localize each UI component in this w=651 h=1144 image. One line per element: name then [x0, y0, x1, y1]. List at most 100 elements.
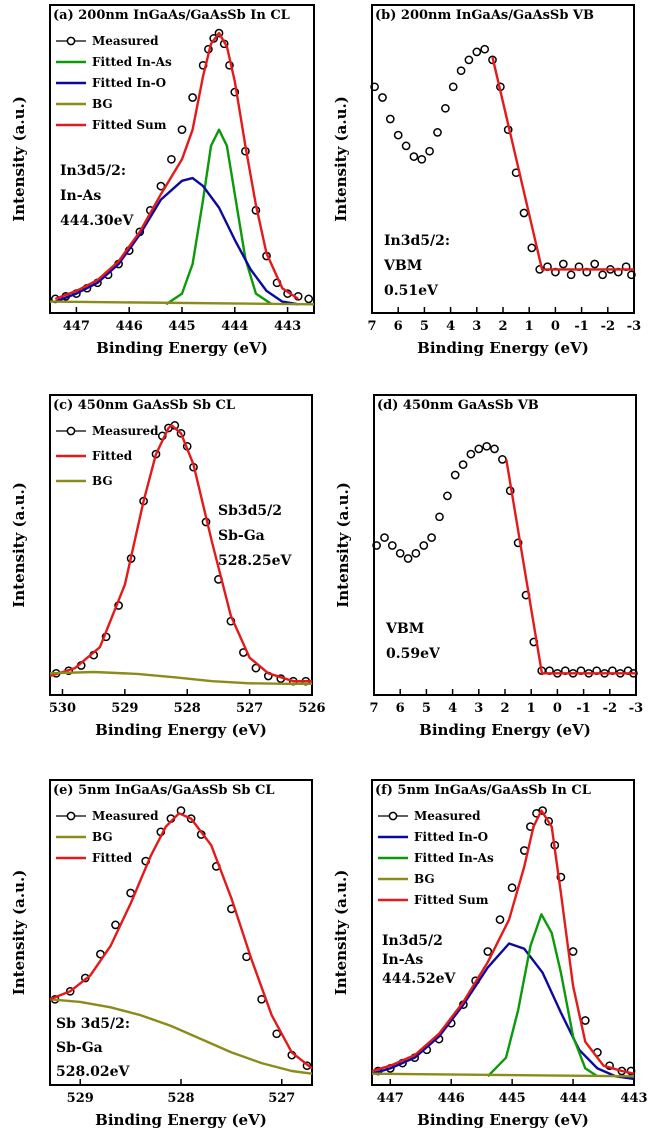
- data-point-0: [590, 259, 600, 269]
- x-tick-label: 0: [551, 319, 560, 334]
- annotation-line: In-As: [382, 952, 423, 968]
- data-point-0: [411, 548, 421, 558]
- data-point-0: [490, 444, 499, 454]
- data-point-0: [167, 154, 176, 164]
- data-point-0: [433, 128, 442, 137]
- y-axis-label: Intensity (a.u.): [332, 96, 350, 222]
- data-point-0: [385, 114, 395, 124]
- series-line-2: [49, 812, 313, 1070]
- x-tick-label: 444: [221, 319, 248, 334]
- data-point-0: [111, 920, 120, 930]
- x-tick-label: 1: [527, 701, 536, 716]
- legend-label: Measured: [92, 424, 159, 438]
- x-tick-label: 528: [167, 1091, 194, 1106]
- legend-label: BG: [92, 474, 113, 488]
- data-point-0: [435, 512, 444, 522]
- x-tick-label: 447: [377, 1091, 404, 1106]
- x-tick-label: 7: [369, 701, 378, 716]
- data-point-0: [566, 270, 576, 280]
- data-point-0: [466, 449, 476, 459]
- panel-title: (d) 450nm GaAsSb VB: [377, 398, 539, 413]
- annotation-line: Sb 3d5/2:: [56, 1016, 130, 1032]
- data-point-0: [456, 66, 466, 76]
- legend-label: BG: [92, 830, 113, 844]
- data-point-0: [272, 1029, 282, 1039]
- plot-frame: [373, 394, 637, 696]
- x-tick-label: 528: [174, 701, 201, 716]
- legend-label: Measured: [414, 809, 481, 823]
- legend-marker: [66, 811, 76, 821]
- data-point-0: [474, 444, 484, 454]
- panel-a: 447 446 445 444 443 Binding Energy (eV) Intens…: [10, 4, 315, 357]
- series-line-3: [371, 1072, 635, 1078]
- annotation-line: 528.25eV: [218, 553, 292, 569]
- x-tick-label: 0: [553, 701, 562, 716]
- annotation-line: 0.51eV: [384, 283, 439, 299]
- x-axis-label: Binding Energy (eV): [95, 721, 267, 739]
- data-point-0: [401, 141, 411, 151]
- x-tick-label: 1: [525, 319, 534, 334]
- x-tick-label: 3: [474, 701, 483, 716]
- data-point-0: [556, 872, 566, 882]
- data-point-0: [188, 93, 197, 102]
- annotation-line: In3d5/2: [382, 933, 443, 949]
- y-axis-label: Intensity (a.u.): [332, 870, 350, 996]
- data-point-0: [380, 533, 389, 542]
- series-line-2: [49, 670, 312, 685]
- data-point-0: [419, 541, 429, 550]
- panel-title: (f) 5nm InGaAs/GaAsSb In CL: [375, 783, 591, 798]
- legend-label: BG: [414, 872, 435, 886]
- legend-label: Fitted Sum: [414, 893, 489, 907]
- x-tick-label: 445: [499, 1091, 526, 1106]
- x-tick-label: 6: [394, 319, 403, 334]
- x-tick-label: 527: [268, 1091, 295, 1106]
- panel-title: (b) 200nm InGaAs/GaAsSb VB: [375, 8, 594, 23]
- annotation-line: 444.30eV: [60, 213, 134, 229]
- x-tick-label: 445: [168, 319, 195, 334]
- x-tick-label: 4: [448, 701, 457, 716]
- data-point-0: [427, 533, 436, 542]
- legend-label: Fitted: [92, 449, 133, 463]
- data-point-0: [417, 154, 427, 164]
- legend-label: Fitted Sum: [92, 118, 167, 132]
- legend-label: BG: [92, 97, 113, 111]
- panel-c: 530 529 528 527 526 Binding Energy (eV) Intens…: [10, 394, 326, 739]
- data-point-0: [304, 294, 314, 304]
- legend-label: Fitted In-As: [92, 55, 172, 69]
- x-tick-label: 443: [620, 1091, 647, 1106]
- data-point-0: [176, 428, 186, 438]
- data-point-0: [558, 259, 568, 269]
- data-point-0: [177, 125, 187, 135]
- annotation-line: In-As: [60, 188, 101, 204]
- plot-frame: [49, 394, 313, 696]
- data-point-0: [65, 986, 75, 996]
- series-line-1: [49, 998, 313, 1075]
- data-point-0: [507, 883, 517, 893]
- y-axis-label: Intensity (a.u.): [10, 96, 28, 222]
- x-tick-label: 2: [498, 319, 507, 334]
- annotation-line: 528.02eV: [56, 1064, 130, 1080]
- data-point-0: [186, 814, 196, 823]
- data-point-0: [513, 538, 523, 548]
- data-point-0: [370, 82, 379, 92]
- data-point-0: [372, 541, 381, 550]
- data-point-0: [425, 146, 434, 156]
- x-axis-label: Binding Energy (eV): [417, 339, 589, 357]
- data-point-0: [450, 470, 460, 480]
- annotation-line: Sb3d5/2: [218, 503, 282, 519]
- plot-frame: [49, 779, 313, 1086]
- legend-label: Fitted In-O: [414, 830, 488, 844]
- x-tick-label: -1: [574, 319, 588, 334]
- annotation-line: 444.52eV: [382, 971, 456, 987]
- panel-b: 7 6 5 4 3 2 1 0 -1 -2 -3 Binding Energy (eV) Intensi…: [332, 4, 641, 357]
- annotation-line: Sb-Ga: [218, 528, 265, 544]
- data-point-0: [626, 1066, 636, 1076]
- legend-marker: [66, 36, 76, 46]
- x-tick-label: 529: [67, 1091, 94, 1106]
- series-line-1: [165, 128, 273, 306]
- x-tick-label: 443: [274, 319, 301, 334]
- series-line-2: [486, 913, 599, 1078]
- x-tick-label: 530: [49, 701, 76, 716]
- x-axis-label: Binding Energy (eV): [417, 1111, 589, 1129]
